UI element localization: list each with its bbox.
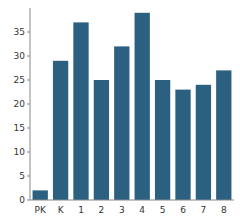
x-tick-label: 2 [99, 205, 105, 215]
x-tick-label: 7 [201, 205, 207, 215]
bar [73, 22, 88, 200]
y-tick [27, 152, 30, 153]
bar [216, 70, 231, 200]
y-tick [27, 80, 30, 81]
x-tick-label: 5 [160, 205, 166, 215]
bar [196, 85, 211, 200]
bars [33, 13, 232, 200]
y-tick [27, 128, 30, 129]
y-tick-label: 30 [14, 51, 26, 61]
y-tick [27, 104, 30, 105]
y-tick-label: 15 [14, 123, 25, 133]
y-tick [27, 176, 30, 177]
x-tick-label: PK [35, 205, 47, 215]
bar [33, 190, 48, 200]
bar [53, 61, 68, 200]
bar [94, 80, 109, 200]
x-axis-line [30, 200, 234, 201]
y-tick-label: 35 [14, 27, 25, 37]
chart-svg: 0 5 10 15 20 25 30 35 PK K 1 2 3 4 5 6 7 8 [0, 0, 240, 220]
y-tick-label: 5 [19, 171, 25, 181]
y-tick [27, 56, 30, 57]
y-tick-label: 0 [19, 195, 25, 205]
bar [114, 46, 129, 200]
y-tick-label: 25 [14, 75, 25, 85]
y-tick [27, 200, 30, 201]
x-axis: PK K 1 2 3 4 5 6 7 8 [30, 200, 234, 215]
chart-container: 0 5 10 15 20 25 30 35 PK K 1 2 3 4 5 6 7 8 [0, 0, 240, 220]
x-tick-label: 1 [78, 205, 84, 215]
x-tick-label: 6 [180, 205, 186, 215]
bar [175, 90, 190, 200]
y-tick-label: 10 [14, 147, 26, 157]
bar [155, 80, 170, 200]
bar [135, 13, 150, 200]
x-tick-label: 8 [221, 205, 227, 215]
x-tick-label: K [58, 205, 65, 215]
y-tick-label: 20 [14, 99, 26, 109]
x-tick-label: 3 [119, 205, 125, 215]
y-axis: 0 5 10 15 20 25 30 35 [14, 8, 30, 205]
y-tick [27, 32, 30, 33]
x-tick-label: 4 [139, 205, 145, 215]
